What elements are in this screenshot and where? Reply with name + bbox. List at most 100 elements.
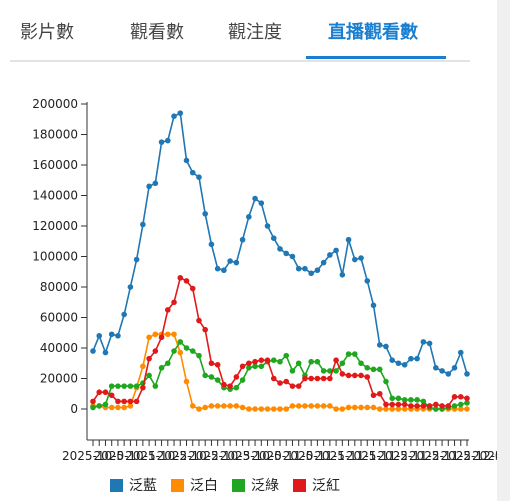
data-point — [108, 392, 115, 399]
data-point — [221, 267, 227, 274]
data-point — [327, 375, 333, 382]
x-tick-label: 2025-11-1 — [283, 449, 345, 463]
data-point — [339, 406, 346, 412]
data-point — [302, 403, 308, 409]
data-point — [258, 357, 265, 364]
data-point — [383, 401, 389, 408]
data-point — [102, 349, 109, 356]
data-point — [401, 401, 408, 408]
y-tick-label: 0 — [70, 402, 78, 416]
series-0 — [90, 110, 470, 377]
data-point — [189, 403, 196, 409]
data-point — [345, 404, 352, 411]
data-point — [464, 395, 470, 402]
data-point — [333, 368, 339, 374]
data-point — [133, 383, 140, 389]
data-point — [270, 357, 277, 364]
tab-view-count[interactable]: 觀看數 — [130, 22, 184, 43]
data-point — [177, 110, 184, 116]
legend-item-white[interactable]: 泛白 — [171, 475, 218, 495]
data-point — [165, 137, 171, 144]
data-point — [302, 265, 308, 272]
data-point — [308, 375, 314, 382]
data-point — [239, 404, 246, 411]
data-point — [246, 214, 252, 220]
data-point — [320, 403, 327, 409]
tab-attention[interactable]: 觀注度 — [228, 22, 282, 43]
data-point — [414, 355, 420, 362]
data-point — [457, 406, 464, 412]
data-point — [439, 368, 445, 374]
data-point — [233, 259, 240, 266]
data-point — [420, 403, 427, 409]
data-point — [133, 256, 140, 263]
data-point — [358, 404, 364, 411]
data-point — [370, 366, 377, 373]
data-point — [258, 363, 265, 370]
legend-item-blue[interactable]: 泛藍 — [110, 475, 157, 495]
data-point — [121, 398, 127, 405]
data-point — [277, 380, 283, 386]
data-point — [115, 398, 121, 405]
data-point — [314, 267, 321, 274]
data-point — [352, 256, 358, 263]
data-point — [320, 375, 327, 382]
data-point — [196, 352, 202, 359]
data-point — [196, 317, 202, 324]
data-point — [364, 404, 371, 411]
data-point — [202, 211, 208, 217]
data-point — [183, 345, 190, 351]
data-point — [320, 259, 327, 266]
data-point — [140, 363, 146, 370]
y-tick-label: 60000 — [40, 311, 78, 325]
series-3 — [90, 275, 470, 409]
chart-legend: 泛藍 泛白 泛綠 泛紅 — [110, 474, 354, 496]
data-point — [152, 180, 159, 187]
data-point — [314, 403, 321, 409]
legend-swatch-red — [293, 478, 306, 492]
tab-live-views[interactable]: 直播觀看數 — [328, 22, 418, 43]
tab-video-count[interactable]: 影片數 — [20, 22, 74, 43]
data-point — [277, 246, 283, 252]
data-point — [408, 403, 414, 409]
data-point — [171, 348, 177, 354]
data-point — [152, 383, 159, 389]
legend-swatch-blue — [110, 478, 123, 492]
data-point — [183, 278, 190, 284]
data-point — [239, 236, 246, 243]
data-point — [376, 366, 383, 373]
data-point — [289, 368, 296, 374]
data-point — [289, 383, 296, 389]
data-point — [433, 406, 439, 412]
data-point — [202, 404, 208, 411]
data-point — [171, 299, 177, 306]
data-point — [283, 352, 290, 359]
data-point — [295, 360, 302, 367]
data-point — [227, 258, 233, 264]
scrollbar-track[interactable] — [497, 0, 510, 501]
data-point — [158, 365, 165, 371]
x-tick-label: 2025-10-2 — [157, 449, 219, 463]
legend-item-green[interactable]: 泛綠 — [232, 475, 279, 495]
data-point — [383, 406, 389, 412]
data-point — [414, 403, 420, 409]
data-point — [364, 374, 371, 380]
data-point — [314, 358, 321, 365]
data-point — [252, 406, 258, 412]
data-point — [320, 368, 327, 374]
data-point — [401, 406, 408, 412]
data-point — [239, 377, 246, 383]
data-point — [426, 403, 433, 409]
data-point — [445, 403, 452, 409]
data-point — [414, 397, 420, 403]
data-point — [289, 253, 296, 260]
data-point — [246, 360, 252, 367]
axes: 0 20000 40000 60000 80000 100000 120000 140000 1… — [32, 97, 497, 463]
x-tick-label: 2025-11-2 — [377, 449, 439, 463]
data-point — [389, 406, 396, 412]
data-point — [171, 113, 177, 119]
x-tick-label: 2025-10-2 — [125, 449, 187, 463]
data-point — [295, 265, 302, 272]
data-point — [146, 355, 152, 362]
legend-item-red[interactable]: 泛紅 — [293, 475, 340, 495]
